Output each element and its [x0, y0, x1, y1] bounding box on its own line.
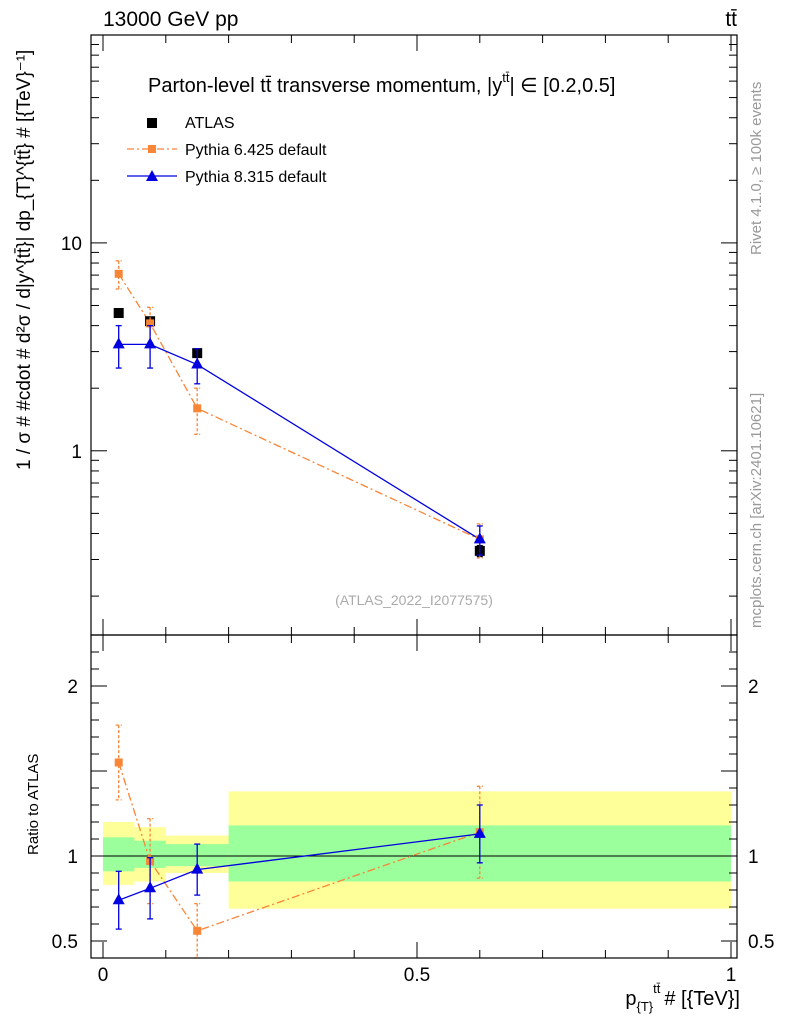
ratio-point-pythia-8-315-default-0	[112, 893, 125, 905]
ratio-tick-label-left-0: 0.5	[52, 932, 78, 953]
x-tick-label-2: 1	[726, 965, 737, 986]
chart-title-tail: | ∈ [0.2,0.5]	[509, 75, 615, 97]
ratio-plot-frame	[90, 634, 738, 959]
point-pythia-8-315-default-2	[191, 357, 204, 369]
point-pythia-8-315-default-3	[473, 532, 486, 544]
ratio-point-pythia-8-315-default-1	[144, 881, 157, 893]
y-tick-label-1: 10	[61, 234, 82, 255]
legend: ATLAS Pythia 6.425 default Pythia 8.315 …	[127, 115, 327, 186]
ratio-point-pythia-6-425-default-2	[193, 926, 202, 935]
chart-title: Parton-level tt̄ transverse momentum, |y…	[148, 70, 615, 97]
x-axis-label-sub: {T}	[637, 999, 654, 1014]
legend-label-pythia8: Pythia 8.315 default	[185, 169, 327, 186]
point-pythia-6-425-default-0	[114, 269, 123, 278]
point-pythia-6-425-default-1	[146, 319, 155, 328]
point-atlas-0	[113, 308, 124, 319]
chart-title-main: Parton-level tt̄ transverse momentum, |y	[148, 75, 502, 97]
point-pythia-8-315-default-1	[144, 337, 157, 349]
rivet-label: Rivet 4.1.0, ≥ 100k events	[748, 82, 765, 255]
x-tick-label-1: 0.5	[404, 965, 430, 986]
legend-label-atlas: ATLAS	[185, 115, 235, 132]
chart-title-sup: tt̄	[502, 70, 510, 85]
y-axis-label: 1 / σ # #cdot # d²σ / d|y^{tt̄}| dp_{T}^…	[14, 50, 35, 470]
main-series-lines	[118, 273, 481, 540]
ratio-series-lines	[118, 762, 481, 932]
point-pythia-8-315-default-0	[112, 337, 125, 349]
legend-marker-pythia6	[148, 145, 156, 153]
x-axis-label-main: p	[625, 988, 636, 1010]
green-band-bin-0	[103, 837, 135, 872]
mcplots-label: mcplots.cern.ch [arXiv:2401.10621]	[748, 393, 765, 628]
errbar-pythia-6-425-default-2	[194, 387, 201, 435]
ratio-tick-label-right-1: 1	[748, 847, 759, 868]
axis-ticks	[91, 35, 737, 959]
ratio-point-pythia-6-425-default-0	[114, 758, 123, 767]
ratio-point-pythia-8-315-default-3	[473, 826, 486, 838]
process-label: tt̄	[725, 8, 737, 31]
ratio-series-markers	[112, 724, 486, 959]
ratio-tick-label-right-2: 2	[748, 677, 759, 698]
legend-marker-pythia8	[146, 170, 158, 181]
ratio-tick-label-left-2: 2	[67, 677, 78, 698]
x-axis-label-tail: # [{TeV}]	[664, 988, 740, 1010]
ratio-y-axis-label: Ratio to ATLAS	[25, 754, 42, 855]
line-pythia-8-315-default	[118, 343, 481, 540]
x-tick-label-0: 0	[98, 965, 109, 986]
x-axis-label-sup: tt̄	[653, 981, 661, 996]
point-pythia-6-425-default-2	[193, 404, 202, 413]
ratio-point-pythia-8-315-default-2	[191, 862, 204, 874]
main-series-markers	[112, 260, 486, 559]
line-pythia-6-425-default	[118, 273, 481, 540]
y-tick-label-0: 1	[71, 442, 82, 463]
errbar-pythia-6-425-default-0	[115, 260, 122, 290]
analysis-watermark: (ATLAS_2022_I2077575)	[335, 592, 493, 608]
legend-label-pythia6: Pythia 6.425 default	[185, 142, 327, 159]
ratio-tick-label-right-0: 0.5	[748, 932, 774, 953]
legend-marker-atlas	[147, 118, 157, 128]
tick-labels: 0 0.5 1 1 10 0.5 0.5 1 1 2 2	[52, 234, 775, 986]
energy-label: 13000 GeV pp	[103, 8, 238, 31]
ratio-line-pythia-6-425-default	[118, 762, 481, 932]
ratio-line-pythia-8-315-default	[118, 833, 480, 901]
x-axis-label: p{T} tt̄ # [{TeV}]	[625, 981, 740, 1014]
ratio-tick-label-left-1: 1	[67, 847, 78, 868]
